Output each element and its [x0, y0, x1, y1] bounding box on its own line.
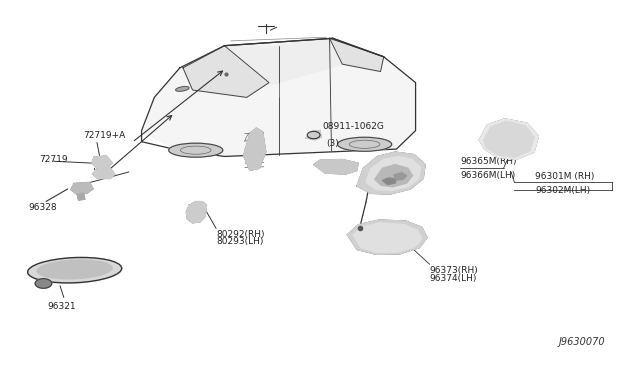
- Polygon shape: [306, 131, 321, 140]
- Polygon shape: [225, 46, 278, 83]
- Polygon shape: [348, 220, 427, 254]
- Text: 96374(LH): 96374(LH): [429, 274, 477, 283]
- Polygon shape: [77, 193, 85, 200]
- Text: 80292(RH): 80292(RH): [216, 230, 264, 238]
- Circle shape: [35, 279, 52, 288]
- Polygon shape: [186, 202, 207, 223]
- Ellipse shape: [169, 143, 223, 157]
- Text: 72719+A: 72719+A: [83, 131, 125, 140]
- Text: 72719: 72719: [40, 155, 68, 164]
- Text: 08911-1062G: 08911-1062G: [322, 122, 384, 131]
- Text: N: N: [310, 131, 317, 140]
- Polygon shape: [244, 128, 266, 170]
- Polygon shape: [71, 182, 93, 194]
- Polygon shape: [484, 121, 534, 157]
- Polygon shape: [141, 38, 415, 157]
- Text: (3): (3): [326, 139, 339, 148]
- Ellipse shape: [175, 87, 189, 91]
- Text: 96301M (RH): 96301M (RH): [536, 172, 595, 181]
- Text: J9630070: J9630070: [559, 337, 605, 347]
- Text: 80293(LH): 80293(LH): [216, 237, 264, 246]
- Text: 96328: 96328: [29, 203, 58, 212]
- Polygon shape: [92, 156, 112, 167]
- Polygon shape: [357, 152, 425, 194]
- Ellipse shape: [28, 257, 122, 283]
- Polygon shape: [314, 160, 358, 174]
- Text: 96365M(RH): 96365M(RH): [460, 157, 516, 166]
- Text: 96366M(LH): 96366M(LH): [460, 171, 515, 180]
- Text: 96373(RH): 96373(RH): [429, 266, 478, 276]
- Polygon shape: [330, 38, 384, 71]
- Ellipse shape: [337, 137, 392, 151]
- Polygon shape: [366, 157, 420, 190]
- Polygon shape: [93, 167, 115, 179]
- Polygon shape: [394, 173, 406, 180]
- Polygon shape: [183, 46, 269, 97]
- Text: 96302M(LH): 96302M(LH): [536, 186, 591, 195]
- Polygon shape: [375, 164, 412, 187]
- Ellipse shape: [37, 260, 112, 279]
- Text: 96321: 96321: [47, 302, 76, 311]
- Polygon shape: [479, 119, 539, 160]
- Polygon shape: [383, 178, 396, 185]
- Polygon shape: [278, 38, 342, 83]
- Polygon shape: [353, 223, 422, 253]
